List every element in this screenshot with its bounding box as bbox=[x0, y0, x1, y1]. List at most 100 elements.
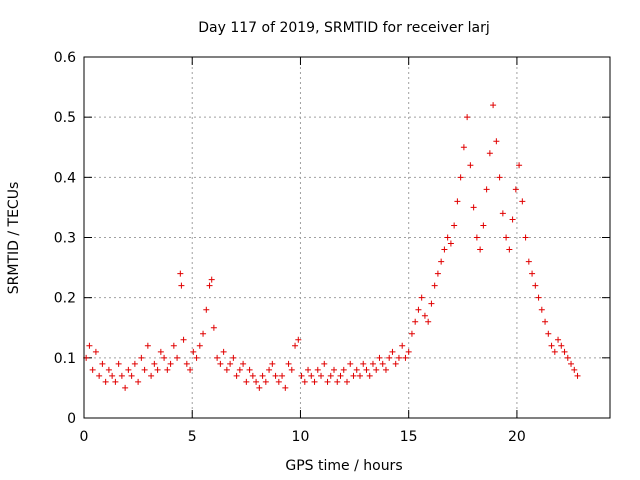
data-point bbox=[262, 378, 269, 385]
data-point bbox=[259, 372, 266, 379]
data-point bbox=[399, 342, 406, 349]
data-point bbox=[548, 342, 555, 349]
chart-title: Day 117 of 2019, SRMTID for receiver lar… bbox=[198, 20, 490, 36]
data-point bbox=[555, 336, 562, 343]
data-point bbox=[473, 234, 480, 241]
data-point bbox=[525, 258, 532, 265]
data-point bbox=[490, 102, 497, 109]
data-point bbox=[535, 294, 542, 301]
data-point bbox=[220, 348, 227, 355]
data-point bbox=[170, 342, 177, 349]
data-point bbox=[311, 378, 318, 385]
data-point bbox=[538, 306, 545, 313]
data-point bbox=[208, 276, 215, 283]
data-point bbox=[477, 246, 484, 253]
data-point bbox=[334, 378, 341, 385]
data-point bbox=[177, 270, 184, 277]
data-point bbox=[105, 366, 112, 373]
data-point bbox=[389, 348, 396, 355]
data-point bbox=[438, 258, 445, 265]
data-point bbox=[532, 282, 539, 289]
data-point bbox=[148, 372, 155, 379]
data-point bbox=[444, 234, 451, 241]
data-point bbox=[405, 348, 412, 355]
data-point bbox=[275, 378, 282, 385]
data-point bbox=[574, 372, 581, 379]
data-point bbox=[308, 372, 315, 379]
data-point bbox=[369, 360, 376, 367]
data-point bbox=[92, 348, 99, 355]
data-point bbox=[356, 372, 363, 379]
data-point bbox=[301, 378, 308, 385]
data-point bbox=[353, 366, 360, 373]
data-point bbox=[344, 378, 350, 385]
data-point bbox=[564, 354, 571, 361]
data-point bbox=[522, 234, 529, 241]
data-point bbox=[379, 360, 386, 367]
data-point bbox=[295, 336, 302, 343]
data-point bbox=[99, 360, 106, 367]
data-point bbox=[486, 150, 493, 157]
data-point bbox=[118, 372, 125, 379]
data-point bbox=[157, 348, 164, 355]
data-point bbox=[503, 234, 510, 241]
data-point bbox=[331, 366, 338, 373]
data-point bbox=[516, 162, 523, 169]
data-point bbox=[187, 366, 194, 373]
data-point bbox=[415, 306, 422, 313]
data-point bbox=[318, 372, 325, 379]
data-point bbox=[256, 384, 263, 391]
y-tick-label: 0.4 bbox=[54, 170, 76, 186]
ticks: 0 0.1 0.2 0.3 0.4 0.5 0.6 0 5 10 15 20 bbox=[54, 50, 610, 445]
data-point bbox=[305, 366, 312, 373]
data-point bbox=[470, 204, 477, 211]
data-point bbox=[467, 162, 474, 169]
data-point bbox=[382, 366, 389, 373]
data-point bbox=[480, 222, 487, 229]
data-point bbox=[240, 360, 247, 367]
data-point bbox=[347, 360, 354, 367]
data-point bbox=[509, 216, 516, 223]
data-point bbox=[210, 324, 217, 331]
data-point bbox=[174, 354, 181, 361]
data-point bbox=[441, 246, 448, 253]
data-point bbox=[196, 342, 203, 349]
data-point bbox=[183, 360, 190, 367]
data-point bbox=[96, 372, 103, 379]
y-tick-label: 0.3 bbox=[54, 231, 76, 247]
data-point bbox=[164, 366, 171, 373]
data-point bbox=[558, 342, 565, 349]
x-tick-label: 20 bbox=[508, 429, 526, 445]
data-point bbox=[282, 384, 289, 391]
data-point bbox=[418, 294, 425, 301]
data-point bbox=[360, 360, 367, 367]
data-point bbox=[203, 306, 210, 313]
data-point bbox=[144, 342, 151, 349]
y-axis-label: SRMTID / TECUs bbox=[6, 182, 22, 295]
data-point bbox=[324, 378, 331, 385]
data-point bbox=[298, 372, 305, 379]
data-point bbox=[266, 366, 273, 373]
data-point bbox=[292, 342, 299, 349]
data-point bbox=[154, 366, 161, 373]
data-point bbox=[457, 174, 464, 181]
data-point bbox=[402, 354, 409, 361]
data-point bbox=[454, 198, 461, 205]
data-point bbox=[431, 282, 438, 289]
x-axis-label: GPS time / hours bbox=[285, 458, 402, 474]
data-point bbox=[125, 366, 132, 373]
data-point bbox=[493, 138, 500, 145]
data-point bbox=[496, 174, 503, 181]
data-point bbox=[340, 366, 347, 373]
data-point bbox=[135, 378, 142, 385]
data-point bbox=[464, 114, 471, 121]
y-tick-label: 0.5 bbox=[54, 110, 76, 126]
data-point bbox=[230, 354, 237, 361]
data-point bbox=[428, 300, 435, 307]
data-point bbox=[223, 366, 230, 373]
data-point bbox=[568, 360, 575, 367]
data-point bbox=[285, 360, 292, 367]
plot-frame bbox=[83, 56, 611, 419]
data-point bbox=[214, 354, 221, 361]
